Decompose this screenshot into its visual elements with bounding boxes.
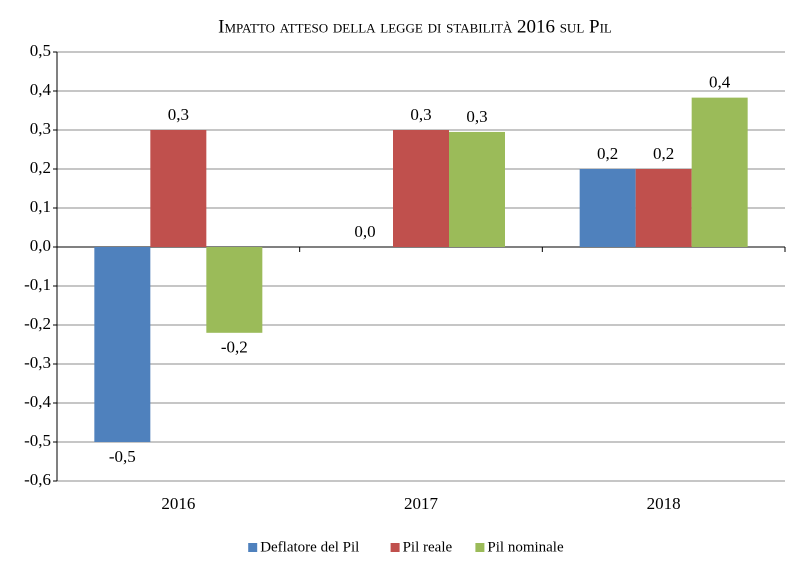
- y-tick-label: -0,6: [24, 470, 51, 489]
- y-tick-label: 0,2: [30, 158, 51, 177]
- value-label: 0,3: [168, 105, 189, 124]
- value-label: 0,3: [410, 105, 431, 124]
- y-tick-label: -0,2: [24, 314, 51, 333]
- value-label: 0,4: [709, 73, 731, 92]
- x-tick-label: 2016: [161, 494, 195, 513]
- x-tick-label: 2017: [404, 494, 439, 513]
- legend-label: Deflatore del Pil: [260, 539, 359, 555]
- bar: [449, 131, 505, 247]
- bar: [579, 169, 636, 247]
- value-label: -0,5: [109, 447, 136, 466]
- y-tick-label: -0,4: [24, 392, 51, 411]
- legend-swatch: [475, 543, 485, 552]
- legend-swatch: [248, 543, 258, 552]
- chart-title: Impatto atteso della legge di stabilità …: [218, 16, 612, 37]
- y-tick-label: 0,4: [30, 80, 52, 99]
- bar: [635, 169, 692, 247]
- bar: [94, 247, 151, 442]
- y-tick-label: 0,1: [30, 197, 51, 216]
- bar: [150, 130, 207, 247]
- legend-label: Pil reale: [403, 539, 453, 555]
- y-tick-label: -0,1: [24, 275, 51, 294]
- y-tick-label: 0,5: [30, 41, 51, 60]
- value-label: -0,2: [221, 338, 248, 357]
- bar: [393, 130, 449, 247]
- legend-label: Pil nominale: [487, 539, 564, 555]
- y-tick-label: 0,3: [30, 119, 51, 138]
- bar: [691, 97, 748, 247]
- value-label: 0,3: [466, 107, 487, 126]
- bar: [206, 247, 263, 333]
- y-tick-label: -0,3: [24, 353, 51, 372]
- y-tick-label: 0,0: [30, 236, 51, 255]
- legend-swatch: [390, 543, 400, 552]
- value-label: 0,2: [597, 144, 618, 163]
- x-tick-label: 2018: [647, 494, 681, 513]
- y-tick-label: -0,5: [24, 431, 51, 450]
- value-label: 0,0: [354, 222, 375, 241]
- value-label: 0,2: [653, 144, 674, 163]
